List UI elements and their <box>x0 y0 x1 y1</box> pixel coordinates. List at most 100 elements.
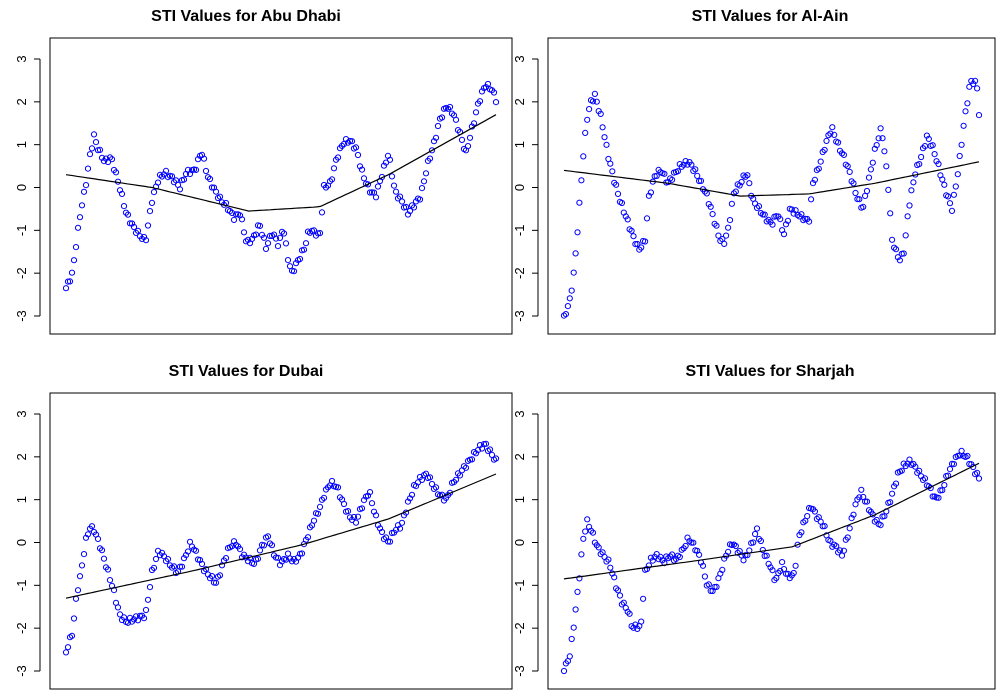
data-point <box>586 106 593 113</box>
data-point <box>284 257 292 264</box>
data-point <box>877 125 884 132</box>
data-point <box>316 503 324 510</box>
y-tick-label: -3 <box>14 310 29 322</box>
data-point <box>723 232 730 239</box>
y-tick-label: 0 <box>14 539 29 546</box>
data-point <box>134 227 142 234</box>
data-point <box>763 552 770 559</box>
data-point <box>378 528 386 536</box>
data-point <box>280 230 288 237</box>
data-point <box>468 456 476 463</box>
data-point <box>744 172 751 179</box>
data-point <box>408 491 416 498</box>
y-tick-label: -1 <box>14 225 29 237</box>
data-point <box>856 196 863 203</box>
data-point <box>154 179 162 186</box>
data-point <box>572 250 579 257</box>
data-point <box>974 85 981 92</box>
data-point <box>798 211 805 218</box>
data-point <box>711 220 718 227</box>
y-ticks: -3 -2 -1 0 1 2 3 <box>14 55 40 322</box>
data-point <box>821 523 828 530</box>
data-point <box>314 510 322 517</box>
y-tick-label: 0 <box>14 184 29 191</box>
data-point <box>638 618 645 625</box>
data-point <box>628 623 635 630</box>
data-point <box>444 105 452 112</box>
data-point <box>620 599 627 606</box>
data-point <box>669 176 676 183</box>
data-point <box>162 167 170 174</box>
data-point <box>630 233 637 240</box>
data-point <box>472 109 480 116</box>
data-point <box>640 595 647 602</box>
data-point <box>570 269 577 276</box>
data-point <box>152 555 160 563</box>
data-point <box>74 224 82 231</box>
data-point <box>576 199 583 206</box>
data-point <box>422 170 430 177</box>
data-point <box>492 455 500 462</box>
data-point <box>310 227 318 234</box>
data-point <box>792 562 799 569</box>
y-tick-label: -2 <box>512 622 527 634</box>
data-point <box>334 484 342 491</box>
y-ticks: -3 -2 -1 0 1 2 3 <box>512 410 538 677</box>
data-point <box>848 515 855 522</box>
data-point <box>486 446 494 453</box>
data-point <box>410 204 418 211</box>
y-tick-label: 2 <box>512 98 527 105</box>
data-point <box>560 667 568 675</box>
y-tick-label: 2 <box>14 98 29 105</box>
data-point <box>701 573 708 580</box>
data-point <box>804 513 811 520</box>
data-point <box>580 535 587 542</box>
data-point <box>725 224 732 231</box>
data-point <box>150 189 158 196</box>
data-point <box>611 574 618 581</box>
data-point <box>618 601 626 608</box>
data-point <box>929 493 936 500</box>
data-point <box>896 257 903 264</box>
data-point <box>318 496 326 503</box>
data-point <box>384 538 392 545</box>
data-point <box>696 551 703 558</box>
data-point <box>860 203 867 210</box>
data-point <box>178 563 186 570</box>
chart-title: STI Values for Dubai <box>169 363 324 380</box>
data-point <box>616 592 624 599</box>
data-point <box>609 168 616 175</box>
data-point <box>296 255 304 263</box>
scatter-points <box>560 77 983 319</box>
data-point <box>836 547 844 554</box>
data-point <box>686 538 693 545</box>
data-point <box>873 142 880 149</box>
data-point <box>88 523 96 530</box>
data-point <box>707 587 714 594</box>
data-point <box>438 491 446 498</box>
data-point <box>975 112 983 119</box>
data-point <box>835 139 842 146</box>
data-point <box>478 88 486 95</box>
data-point <box>176 563 184 570</box>
data-point <box>642 238 649 245</box>
data-point <box>260 234 268 241</box>
y-tick-label: -2 <box>512 267 527 279</box>
data-point <box>775 569 782 577</box>
data-point <box>715 232 722 239</box>
data-point <box>721 240 728 247</box>
data-point <box>276 234 284 241</box>
data-point <box>902 232 909 239</box>
data-point <box>72 244 80 251</box>
data-point <box>256 222 264 229</box>
scatter-points <box>560 447 983 675</box>
data-point <box>611 179 618 186</box>
data-point <box>753 525 761 532</box>
data-point <box>603 141 610 148</box>
data-point <box>607 564 614 571</box>
data-point <box>238 216 246 223</box>
data-point <box>835 549 842 556</box>
data-point <box>584 116 591 123</box>
data-point <box>62 649 70 656</box>
data-point <box>697 177 705 184</box>
